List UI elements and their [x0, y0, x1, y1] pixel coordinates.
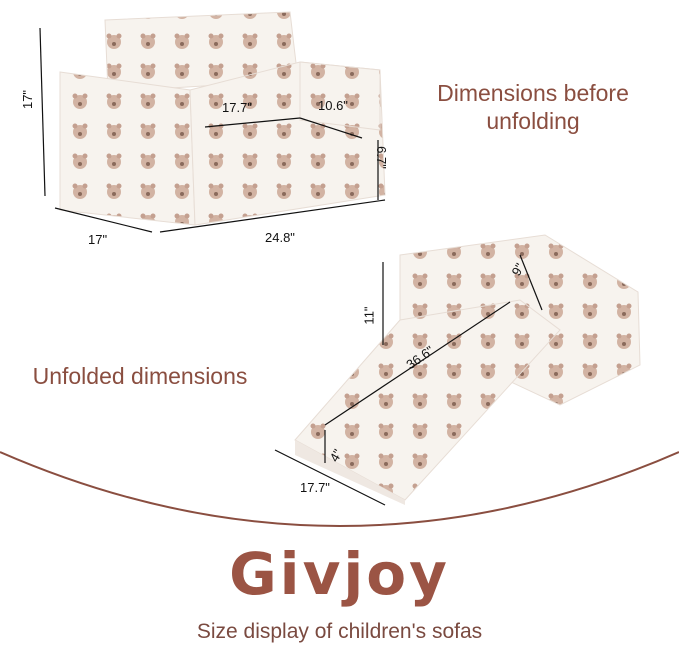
dim-folded-depth: 17" — [88, 232, 108, 247]
caption-folded-line2: unfolding — [486, 108, 580, 134]
subtitle: Size display of children's sofas — [196, 620, 483, 643]
caption-folded: Dimensions before unfolding — [418, 79, 648, 135]
unfolded-sofa — [294, 234, 641, 505]
dim-unfolded-back-height: 11" — [361, 306, 377, 325]
brand-name: Givjoy — [229, 540, 450, 608]
dim-folded-seat-height: 6.7" — [373, 146, 389, 169]
dim-folded-height: 17" — [20, 89, 36, 110]
dim-folded-width: 24.8" — [265, 230, 295, 245]
decorative-arc — [0, 451, 679, 527]
dim-folded-seat-depth: 10.6" — [318, 98, 348, 113]
caption-unfolded: Unfolded dimensions — [32, 363, 248, 389]
dim-folded-seat-width: 17.7" — [222, 100, 252, 115]
folded-sofa — [59, 11, 386, 226]
caption-folded-line1: Dimensions before — [437, 80, 629, 106]
dimension-lines — [39, 27, 543, 506]
dim-unfolded-width: 17.7" — [300, 480, 330, 495]
